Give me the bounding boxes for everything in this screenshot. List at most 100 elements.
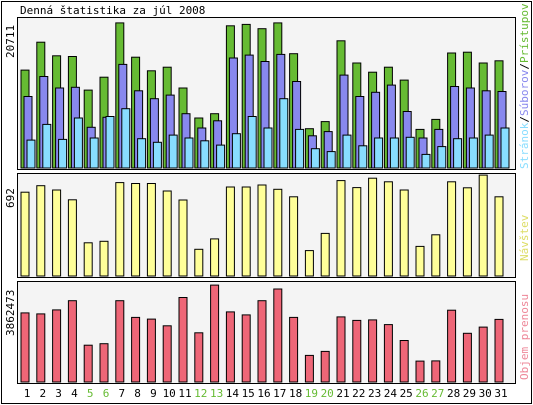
x-tick-label-24: 24 bbox=[383, 387, 398, 400]
pages-bar-7 bbox=[121, 108, 131, 169]
pages-bar-12 bbox=[200, 140, 210, 169]
pages-bar-16 bbox=[263, 127, 273, 169]
x-tick-label-22: 22 bbox=[352, 387, 366, 400]
visits-bar-29 bbox=[462, 187, 472, 277]
visits-bar-17 bbox=[273, 188, 283, 277]
volume-bar-20 bbox=[320, 350, 330, 383]
pages-bar-3 bbox=[58, 138, 68, 169]
volume-bar-13 bbox=[210, 284, 220, 383]
x-tick-label-23: 23 bbox=[367, 387, 382, 400]
visits-bar-13 bbox=[210, 238, 220, 277]
visits-bar-22 bbox=[352, 187, 362, 277]
x-tick-label-17: 17 bbox=[273, 387, 287, 400]
volume-bar-19 bbox=[304, 354, 314, 383]
pages-bar-17 bbox=[279, 98, 289, 169]
volume-bar-9 bbox=[146, 318, 156, 383]
x-tick-label-31: 31 bbox=[494, 387, 508, 400]
volume-bar-22 bbox=[352, 319, 362, 383]
volume-bar-10 bbox=[162, 325, 172, 383]
pages-bar-18 bbox=[295, 128, 305, 169]
volume-bar-15 bbox=[241, 314, 251, 383]
x-tick-label-30: 30 bbox=[478, 387, 492, 400]
x-tick-label-15: 15 bbox=[241, 387, 255, 400]
volume-bar-1 bbox=[20, 312, 30, 383]
x-tick-label-3: 3 bbox=[55, 387, 62, 400]
pages-bar-1 bbox=[26, 139, 36, 169]
pages-bar-29 bbox=[468, 137, 478, 169]
x-tick-label-28: 28 bbox=[446, 387, 461, 400]
pages-bar-11 bbox=[184, 137, 194, 169]
visits-bar-23 bbox=[368, 177, 378, 277]
visits-bar-2 bbox=[36, 185, 46, 277]
visits-bar-30 bbox=[478, 174, 488, 277]
x-tick-label-1: 1 bbox=[23, 387, 31, 400]
visits-bar-7 bbox=[115, 182, 125, 277]
x-tick-label-7: 7 bbox=[118, 387, 126, 400]
volume-bar-6 bbox=[99, 343, 109, 383]
volume-bar-29 bbox=[462, 332, 472, 383]
volume-bar-25 bbox=[399, 340, 409, 383]
visits-bar-31 bbox=[494, 196, 504, 277]
pages-bar-2 bbox=[42, 123, 52, 169]
volume-bar-14 bbox=[225, 311, 235, 383]
visits-bar-8 bbox=[131, 183, 141, 277]
pages-bar-6 bbox=[105, 116, 115, 169]
visits-bar-14 bbox=[225, 186, 235, 277]
volume-bar-24 bbox=[383, 324, 393, 383]
volume-bar-8 bbox=[131, 316, 141, 383]
volume-bar-28 bbox=[447, 309, 457, 383]
volume-bar-31 bbox=[494, 318, 504, 383]
pages-bar-23 bbox=[374, 137, 384, 169]
visits-bar-6 bbox=[99, 240, 109, 277]
visits-bar-18 bbox=[289, 196, 299, 277]
volume-bar-17 bbox=[273, 288, 283, 383]
pages-bar-20 bbox=[326, 151, 336, 169]
pages-bar-24 bbox=[389, 137, 399, 169]
volume-bar-30 bbox=[478, 326, 488, 383]
volume-bar-2 bbox=[36, 313, 46, 383]
pages-bar-28 bbox=[453, 138, 463, 169]
visits-bar-3 bbox=[52, 189, 62, 277]
x-tick-label-11: 11 bbox=[178, 387, 192, 400]
x-axis-labels: 1 2 3 4 5 6 7 8 9 10 11 12 13 14 15 16 17 18 19 20 21 22 23 24 2… bbox=[0, 387, 533, 401]
volume-bar-12 bbox=[194, 332, 204, 383]
x-tick-label-4: 4 bbox=[71, 387, 78, 400]
x-tick-label-27: 27 bbox=[431, 387, 445, 400]
x-tick-label-20: 20 bbox=[320, 387, 334, 400]
pages-bar-10 bbox=[168, 134, 178, 169]
visits-bar-27 bbox=[431, 234, 441, 277]
x-tick-label-25: 25 bbox=[399, 387, 413, 400]
volume-bar-18 bbox=[289, 316, 299, 383]
visits-bar-21 bbox=[336, 180, 346, 277]
volume-bar-16 bbox=[257, 300, 267, 383]
visits-bar-11 bbox=[178, 199, 188, 277]
visits-bar-9 bbox=[146, 183, 156, 277]
pages-bar-8 bbox=[137, 138, 147, 169]
volume-bar-7 bbox=[115, 300, 125, 383]
x-tick-label-10: 10 bbox=[162, 387, 176, 400]
visits-bar-5 bbox=[83, 242, 93, 277]
x-tick-label-13: 13 bbox=[209, 387, 224, 400]
pages-bar-27 bbox=[437, 146, 447, 169]
pages-bar-22 bbox=[358, 145, 368, 169]
volume-bar-11 bbox=[178, 297, 188, 383]
pages-bar-26 bbox=[421, 153, 431, 169]
volume-bar-23 bbox=[368, 319, 378, 383]
chart-title: Denná štatistika za júl 2008 bbox=[20, 4, 206, 17]
pages-bar-15 bbox=[247, 116, 257, 169]
x-tick-label-6: 6 bbox=[102, 387, 110, 400]
visits-bar-20 bbox=[320, 232, 330, 277]
pages-bar-31 bbox=[500, 127, 510, 169]
x-tick-label-19: 19 bbox=[304, 387, 319, 400]
pages-bar-14 bbox=[231, 133, 241, 169]
pages-bar-21 bbox=[342, 134, 352, 169]
pages-bar-4 bbox=[73, 117, 83, 169]
pages-bar-13 bbox=[216, 144, 226, 169]
volume-bar-26 bbox=[415, 360, 425, 383]
pages-bar-30 bbox=[484, 134, 494, 169]
pages-bar-9 bbox=[152, 141, 162, 169]
visits-bar-1 bbox=[20, 191, 30, 277]
x-tick-label-21: 21 bbox=[336, 387, 350, 400]
volume-bar-4 bbox=[67, 300, 77, 383]
